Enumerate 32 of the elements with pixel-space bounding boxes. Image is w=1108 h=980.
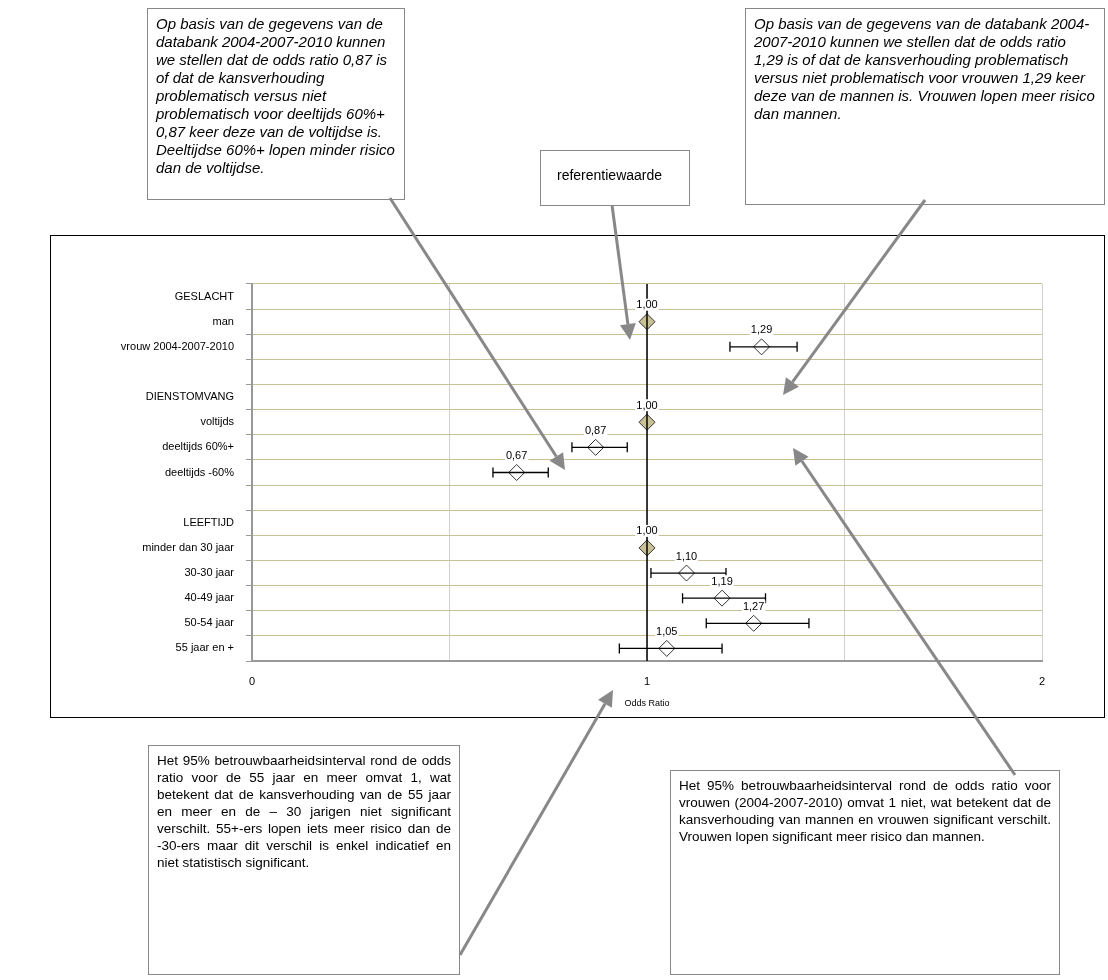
data-label: 1,05 — [656, 624, 678, 637]
y-tick-label: GESLACHT — [174, 289, 235, 302]
data-label: 1,00 — [636, 298, 658, 311]
text: Het 95% betrouwbaarheidsinterval rond de odds ratio voor vrouwen (2004-2007-2010) omvat 1 niet, wat betekent dat de kansverhouding van mannen en vrouwen significant verschilt. Vrouwen lopen significant meer risico dan mannen. — [670, 770, 1060, 975]
y-tick-label: deeltijds 60%+ — [162, 440, 234, 453]
data-label: 1,27 — [742, 599, 765, 612]
x-tick-label: 1 — [643, 674, 651, 687]
data-label: 1,00 — [636, 398, 658, 411]
x-axis-title: Odds Ratio — [624, 698, 670, 709]
y-tick-label: LEEFTIJD — [183, 515, 235, 528]
data-label: 0,67 — [505, 449, 528, 462]
ref-line-label: referentiewaarde — [540, 150, 690, 206]
x-tick-label: 2 — [1038, 674, 1046, 687]
data-label: 1,10 — [675, 549, 698, 562]
data-label: 1,29 — [750, 323, 773, 336]
y-tick-label: voltijds — [200, 415, 235, 428]
text: Op basis van de gegevens van de databank 2004-2007-2010 kunnen we stellen dat de odds ratio 1,29 is of dat de kansverhouding problematisch versus niet problematisch voor vrouwen 1,29 keer deze van de mannen is. Vrouwen lopen meer risico dan mannen. — [745, 8, 1105, 205]
y-tick-label: 50-54 jaar — [184, 616, 235, 629]
text: Op basis van de gegevens van de databank 2004-2007-2010 kunnen we stellen dat de odds ratio 0,87 is of dat de kansverhouding problematisch versus niet problematisch voor deeltijds 60%+ 0,87 keer deze van de voltijdse is. Deeltijdse 60%+ lopen minder risico dan de voltijdse. — [156, 15, 395, 176]
y-tick-label: 55 jaar en + — [175, 641, 234, 654]
y-tick-label: minder dan 30 jaar — [142, 540, 235, 553]
y-tick-label: man — [212, 314, 234, 327]
y-tick-label: 40-49 jaar — [184, 591, 235, 604]
data-label: 1,00 — [636, 524, 658, 537]
data-label: 1,19 — [711, 574, 733, 587]
y-tick-label: DIENSTOMVANG — [145, 390, 234, 403]
x-tick-label: 0 — [248, 674, 256, 687]
y-tick-label: deeltijds -60% — [164, 465, 235, 478]
text: Het 95% betrouwbaarheidsinterval rond de odds ratio voor de 55 jaar en meer omvat 1, wat betekent dat de kansverhouding van de 55 jaar en meer en de – 30 jarigen niet significant verschilt. 55+-ers lopen iets meer risico dan de -30-ers maar dit verschil is enkel indicatief en niet statistisch significant. — [148, 745, 460, 975]
y-tick-label: vrouw 2004-2007-2010 — [120, 339, 234, 352]
y-tick-label: 30-30 jaar — [184, 566, 235, 579]
data-label: 0,87 — [584, 423, 607, 436]
